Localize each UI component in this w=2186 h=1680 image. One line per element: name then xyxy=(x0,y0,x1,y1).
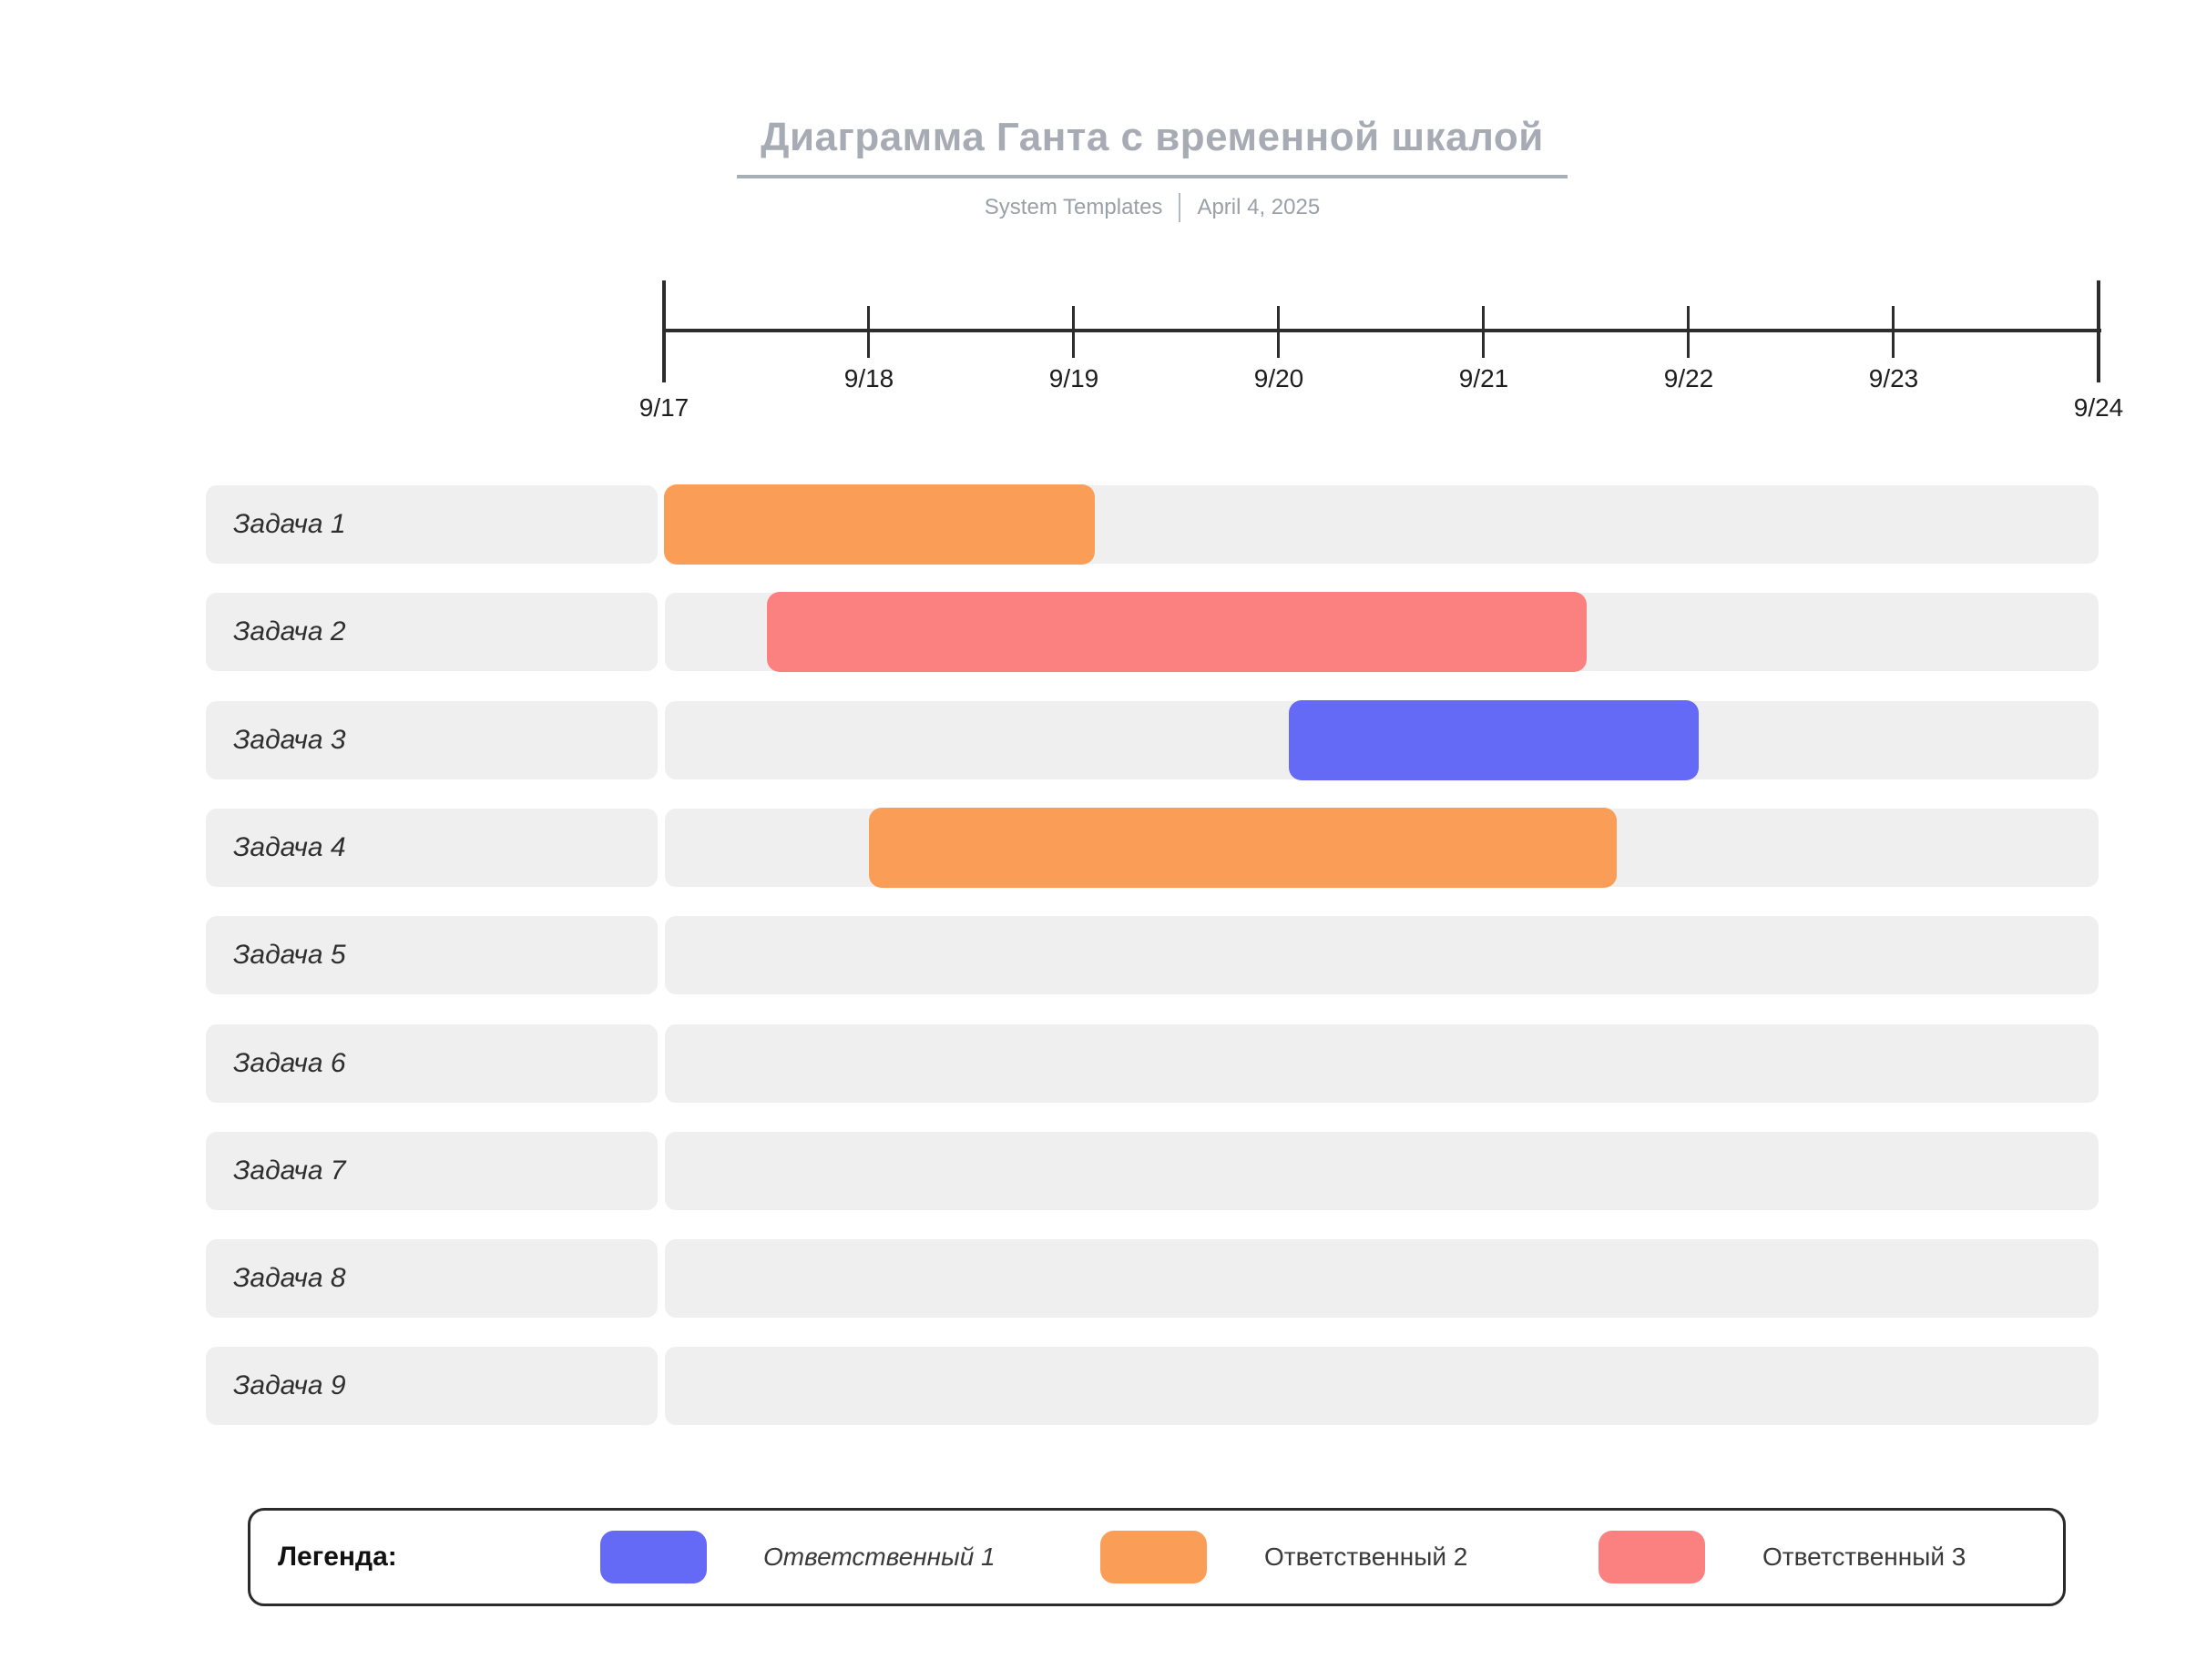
task-bar[interactable] xyxy=(766,592,1587,672)
axis-tick-label: 9/17 xyxy=(638,393,690,422)
legend-swatch xyxy=(1100,1531,1207,1583)
task-label: Задача 3 xyxy=(233,725,346,755)
task-track xyxy=(665,1239,2099,1318)
task-label-cell: Задача 5 xyxy=(206,916,658,994)
task-label-cell: Задача 7 xyxy=(206,1132,658,1210)
axis-tick-label: 9/22 xyxy=(1663,364,1714,392)
axis-tick xyxy=(662,280,666,382)
axis-tick xyxy=(1687,306,1690,358)
axis-tick xyxy=(1482,306,1485,358)
task-track xyxy=(665,1132,2099,1210)
legend-item-label: Ответственный 1 xyxy=(763,1543,996,1571)
axis-tick-label: 9/20 xyxy=(1253,364,1304,392)
axis-tick xyxy=(1277,306,1280,358)
task-track xyxy=(665,700,2099,780)
legend-item-label: Ответственный 3 xyxy=(1762,1543,1966,1571)
axis-tick xyxy=(1892,306,1895,358)
task-track xyxy=(665,916,2099,994)
title-underline: Диаграмма Ганта с временной шкалой xyxy=(737,115,1568,178)
legend-title: Легенда: xyxy=(278,1542,397,1572)
legend-swatch xyxy=(600,1531,707,1583)
task-label-cell: Задача 4 xyxy=(206,809,658,887)
legend-item-label: Ответственный 2 xyxy=(1264,1543,1468,1571)
task-track xyxy=(665,1024,2099,1103)
task-bar[interactable] xyxy=(1289,700,1700,780)
legend-swatch xyxy=(1599,1531,1705,1583)
task-bar[interactable] xyxy=(664,484,1095,565)
task-label: Задача 4 xyxy=(233,832,346,862)
subtitle-divider xyxy=(1179,193,1181,222)
task-track xyxy=(665,1347,2099,1425)
task-label-cell: Задача 3 xyxy=(206,701,658,779)
axis-tick-label: 9/19 xyxy=(1048,364,1099,392)
task-label: Задача 7 xyxy=(233,1156,346,1186)
task-label-cell: Задача 8 xyxy=(206,1239,658,1318)
page-subtitle: System Templates April 4, 2025 xyxy=(206,193,2099,222)
date-label: April 4, 2025 xyxy=(1197,195,1321,219)
axis-tick xyxy=(1072,306,1075,358)
task-label: Задача 1 xyxy=(233,509,346,539)
task-label: Задача 6 xyxy=(233,1048,346,1078)
task-label-cell: Задача 1 xyxy=(206,485,658,564)
task-label: Задача 2 xyxy=(233,616,346,647)
axis-tick-label: 9/18 xyxy=(843,364,894,392)
axis-tick-label: 9/21 xyxy=(1458,364,1509,392)
task-bar[interactable] xyxy=(869,808,1618,888)
axis-tick-label: 9/24 xyxy=(2073,393,2124,422)
source-label: System Templates xyxy=(984,195,1163,219)
task-label-cell: Задача 2 xyxy=(206,593,658,671)
axis-tick xyxy=(867,306,870,358)
task-track xyxy=(664,484,2099,565)
task-label: Задача 8 xyxy=(233,1263,346,1293)
task-label-cell: Задача 6 xyxy=(206,1024,658,1103)
task-label-cell: Задача 9 xyxy=(206,1347,658,1425)
page-header: Диаграмма Ганта с временной шкалой Syste… xyxy=(206,115,2099,222)
task-track xyxy=(665,592,2099,672)
task-label: Задача 9 xyxy=(233,1370,346,1400)
task-label: Задача 5 xyxy=(233,940,346,970)
axis-tick xyxy=(2097,280,2100,382)
page-title: Диаграмма Ганта с временной шкалой xyxy=(761,115,1544,159)
axis-line xyxy=(664,329,2101,332)
task-track xyxy=(665,808,2099,888)
axis-tick-label: 9/23 xyxy=(1868,364,1919,392)
legend: Легенда: Ответственный 1 Ответственный 2 О… xyxy=(248,1508,2066,1606)
